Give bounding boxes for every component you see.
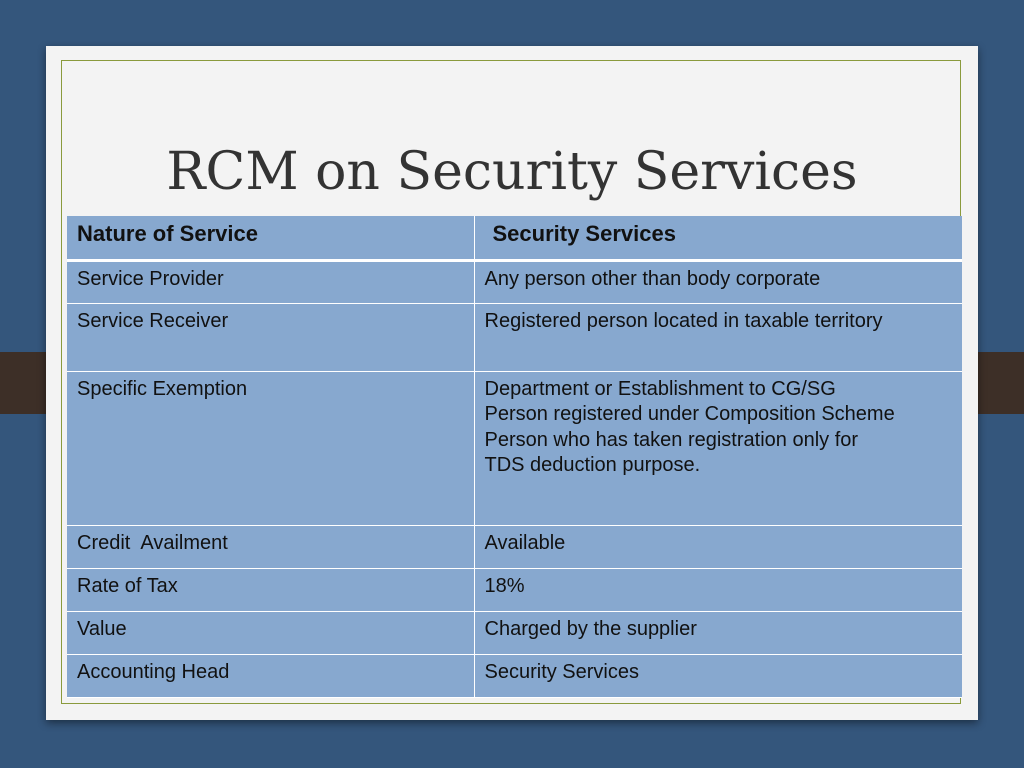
table-row: Rate of Tax 18% [67, 568, 962, 612]
slide-title: RCM on Security Services [166, 142, 858, 202]
table-row: Accounting Head Security Services [67, 654, 962, 698]
row-label: Service Provider [67, 260, 475, 304]
row-label: Rate of Tax [67, 568, 475, 612]
slide: RCM on Security Services Nature of Servi… [46, 46, 978, 720]
row-label: Service Receiver [67, 303, 475, 372]
row-value-line: Person registered under Composition Sche… [484, 403, 895, 425]
header-nature-of-service: Nature of Service [67, 216, 475, 262]
row-value-line: Person who has taken registration only f… [484, 428, 859, 451]
row-label: Credit Availment [67, 525, 475, 569]
row-value-line: Registered person located in taxable ter… [484, 309, 883, 332]
table-row: Value Charged by the supplier [67, 611, 962, 655]
table-row: Service Provider Any person other than b… [67, 260, 962, 304]
table-row: Service Receiver Registered person locat… [67, 303, 962, 372]
header-security-services: Security Services [474, 216, 962, 262]
row-value-line: Department or Establishment to CG/SG [484, 377, 836, 400]
row-label: Accounting Head [67, 654, 475, 698]
row-label: Value [67, 611, 475, 655]
row-value-line: Any person other than body corporate [484, 267, 821, 290]
table-row: Credit Availment Available [67, 525, 962, 569]
row-value-line: Available [484, 531, 566, 554]
row-value: Department or Establishment to CG/SG Per… [474, 371, 962, 526]
table-header-row: Nature of Service Security Services [67, 216, 962, 262]
row-value-line: Security Services [484, 660, 640, 683]
row-value: Any person other than body corporate [474, 260, 962, 304]
table-row: Specific Exemption Department or Establi… [67, 371, 962, 526]
row-value: Registered person located in taxable ter… [474, 303, 962, 372]
row-value: Available [474, 525, 962, 569]
row-value-line: TDS deduction purpose. [484, 454, 701, 476]
row-value: Security Services [474, 654, 962, 698]
row-value: Charged by the supplier [474, 611, 962, 655]
row-value-line: 18% [484, 574, 525, 597]
row-value-line: Charged by the supplier [484, 617, 697, 640]
row-value: 18% [474, 568, 962, 612]
rcm-table: Nature of Service Security Services Serv… [67, 216, 962, 698]
row-label: Specific Exemption [67, 371, 475, 526]
